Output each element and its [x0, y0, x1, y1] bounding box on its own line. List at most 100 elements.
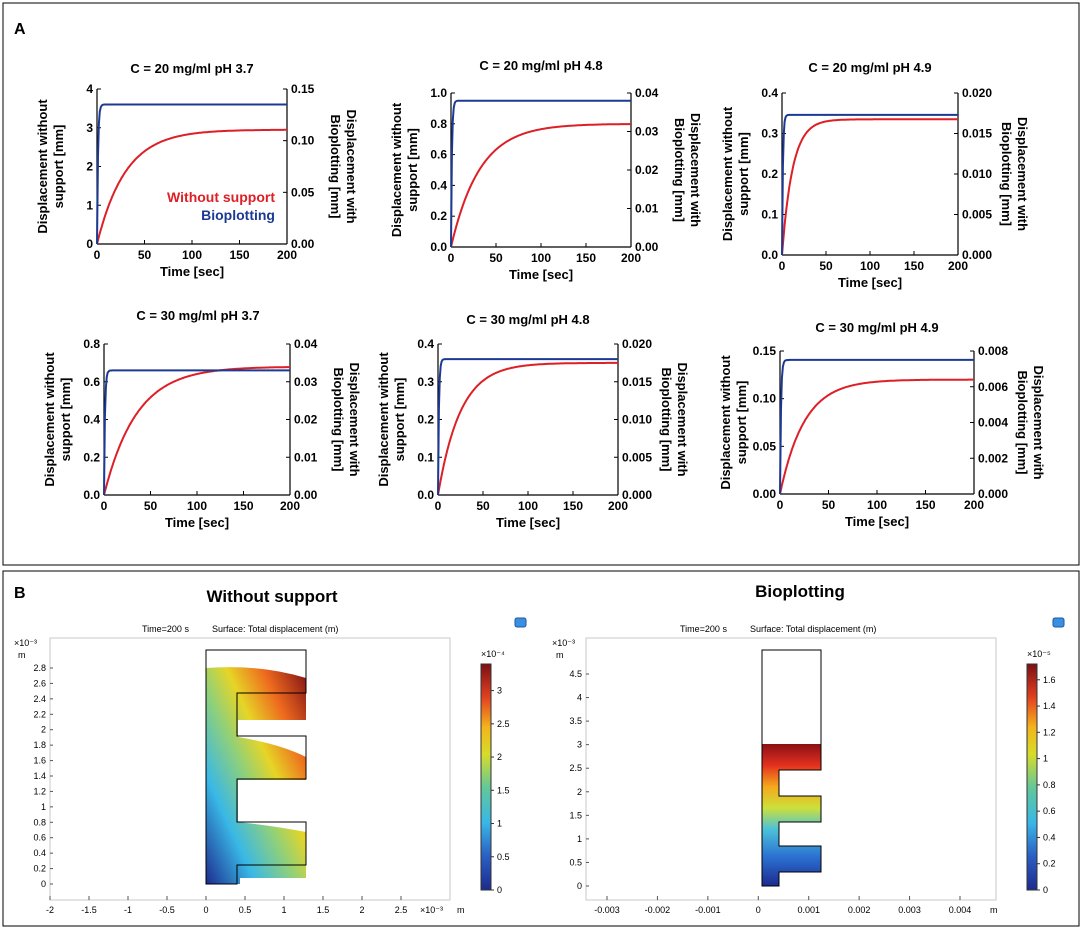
- y-unit: m: [556, 650, 564, 660]
- y-tick-label-right: 0.000: [622, 488, 652, 502]
- x-tick-label: -2: [46, 905, 54, 915]
- deformed-geometry: [206, 667, 306, 884]
- colorbar: [1026, 663, 1038, 891]
- x-tick-label: 50: [822, 498, 836, 512]
- x-tick-label: 150: [576, 251, 596, 265]
- gap: [779, 770, 821, 796]
- y-tick-label: 2.4: [33, 694, 46, 704]
- colorbar-exponent: ×10⁻⁵: [1027, 649, 1051, 659]
- y-tick-label: 1.4: [33, 771, 46, 781]
- x-tick-label: 2: [359, 905, 364, 915]
- y-tick-label: 3: [86, 121, 93, 135]
- x-tick-label: 150: [233, 499, 253, 513]
- panel-a-frame: [2, 2, 1080, 566]
- y-tick-label: 0.4: [83, 413, 100, 427]
- y-axis-label-left: Displacement withoutsupport [mm]: [718, 355, 749, 490]
- x-tick-label: 200: [948, 259, 968, 273]
- y-tick-label: 0.6: [33, 833, 46, 843]
- y-tick-label-right: 0.10: [291, 134, 315, 148]
- y-tick-label: 2.5: [569, 763, 582, 773]
- x-tick-label: -0.003: [594, 905, 620, 915]
- x-tick-label: 150: [915, 498, 935, 512]
- y-tick-label-right: 0.015: [622, 375, 652, 389]
- x-tick-label: 100: [187, 499, 207, 513]
- colorbar-tick-label: 0: [497, 885, 502, 895]
- plot-toggle-icon[interactable]: [514, 617, 527, 628]
- y-tick-label-right: 0.020: [622, 337, 652, 351]
- y-tick-label: 0.2: [417, 413, 434, 427]
- colorbar-tick-label: 0: [1043, 885, 1048, 895]
- y-tick-label: 0: [86, 237, 93, 251]
- y-axis-label-right: Displacement withBioplotting [mm]: [999, 117, 1030, 231]
- y-tick-label-right: 0.04: [635, 86, 659, 100]
- y-tick-label-right: 0.04: [294, 337, 318, 351]
- series-line-without-support: [779, 378, 974, 495]
- x-tick-label: -0.001: [695, 905, 721, 915]
- plot-toggle-icon[interactable]: [1052, 617, 1065, 628]
- y-axis-label-right: Displacement withBioplotting [mm]: [659, 362, 690, 476]
- x-tick-label: 150: [229, 248, 249, 262]
- y-axis-label-right: Displacement withBioplotting [mm]: [328, 109, 359, 223]
- legend-without-support: Without support: [167, 189, 275, 205]
- chart-title: C = 30 mg/ml pH 4.9: [815, 320, 938, 335]
- x-tick-label: 150: [904, 259, 924, 273]
- colorbar-tick-label: 1: [1043, 754, 1048, 764]
- y-exponent: ×10⁻³: [14, 638, 37, 648]
- y-unit: m: [18, 650, 26, 660]
- x-tick-label: 200: [621, 251, 641, 265]
- series-line-without-support: [781, 118, 958, 256]
- x-tick-label: 0: [448, 251, 455, 265]
- x-unit: m: [457, 905, 465, 915]
- y-tick-label: 1: [577, 834, 582, 844]
- gap: [779, 872, 821, 886]
- chart-3: C = 20 mg/ml pH 4.9 0 50 100 150 200 Time [sec…: [720, 60, 1030, 290]
- x-tick-label: -1.5: [81, 905, 97, 915]
- y-tick-label-right: 0.01: [635, 202, 659, 216]
- chart-title: C = 30 mg/ml pH 3.7: [136, 308, 259, 323]
- colorbar-tick-label: 0.2: [1043, 859, 1056, 869]
- x-axis-label: Time [sec]: [838, 275, 902, 290]
- x-tick-label: 100: [860, 259, 880, 273]
- y-axis-label-right: Displacement withBioplotting [mm]: [331, 362, 362, 476]
- x-tick-label: -1: [124, 905, 132, 915]
- y-tick-label: 1.5: [569, 810, 582, 820]
- sim-caption-surface: Surface: Total displacement (m): [212, 624, 338, 634]
- y-tick-label-right: 0.015: [962, 127, 992, 141]
- colorbar: [480, 663, 492, 891]
- y-tick-label: 2.8: [33, 663, 46, 673]
- x-tick-label: 0: [777, 498, 784, 512]
- x-tick-label: 0.5: [239, 905, 252, 915]
- x-tick-label: 0: [94, 248, 101, 262]
- y-tick-label: 0.05: [753, 439, 777, 453]
- colorbar-exponent: ×10⁻⁴: [481, 649, 505, 659]
- x-tick-label: -0.002: [645, 905, 671, 915]
- y-tick-label: 2: [41, 725, 46, 735]
- sim-caption-time: Time=200 s: [142, 624, 189, 634]
- y-tick-label: 0.3: [761, 127, 778, 141]
- y-tick-label: 0.10: [753, 392, 777, 406]
- y-tick-label-right: 0.000: [978, 487, 1008, 501]
- series-line-bioplotting: [437, 358, 618, 496]
- y-tick-label-right: 0.00: [291, 237, 315, 251]
- y-tick-label-right: 0.05: [291, 185, 315, 199]
- x-tick-label: 150: [563, 499, 583, 513]
- y-tick-label: 2: [577, 787, 582, 797]
- y-tick-label-right: 0.00: [635, 240, 659, 254]
- series-line-without-support: [450, 123, 631, 248]
- x-tick-label: 1.5: [317, 905, 330, 915]
- colorbar-tick-label: 1.2: [1043, 727, 1056, 737]
- y-tick-label-right: 0.02: [635, 163, 659, 177]
- y-tick-label: 0.1: [761, 208, 778, 222]
- x-tick-label: 100: [867, 498, 887, 512]
- series-line-bioplotting: [103, 369, 290, 496]
- y-tick-label: 0.00: [753, 487, 777, 501]
- colorbar-tick-label: 1.4: [1043, 701, 1056, 711]
- y-tick-label: 2.6: [33, 678, 46, 688]
- x-tick-label: 50: [138, 248, 152, 262]
- panel-b-frame: [2, 570, 1080, 927]
- y-axis-label-left: Displacement withoutsupport [mm]: [42, 352, 73, 487]
- y-tick-label: 0.4: [33, 848, 46, 858]
- sim-caption-time: Time=200 s: [680, 624, 727, 634]
- x-tick-label: 50: [489, 251, 503, 265]
